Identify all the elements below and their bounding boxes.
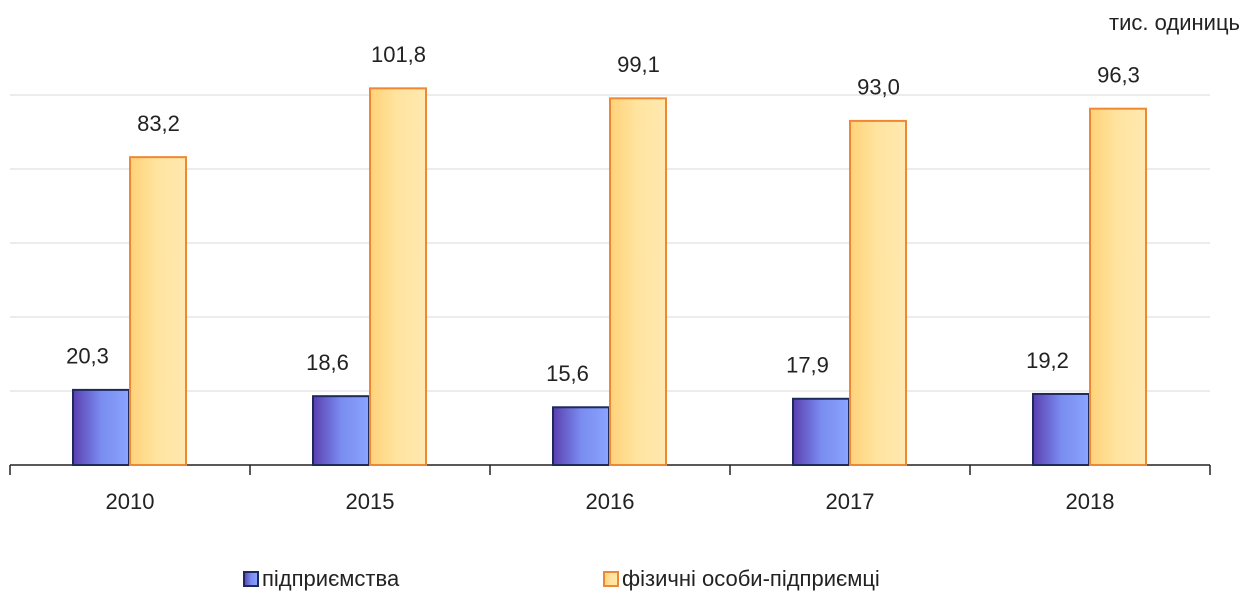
bar: [849, 119, 907, 467]
x-tick-label: 2010: [106, 489, 155, 514]
legend-swatch: [603, 571, 619, 587]
bar: [1089, 107, 1147, 466]
legend-label: підприємства: [262, 566, 400, 591]
bar: [552, 406, 610, 466]
value-label: 15,6: [546, 361, 589, 386]
value-label: 20,3: [66, 344, 109, 369]
value-label: 93,0: [857, 75, 900, 100]
bar: [1032, 392, 1090, 466]
x-tick-label: 2015: [346, 489, 395, 514]
legend-swatch: [243, 571, 259, 587]
bar: [72, 388, 130, 467]
value-label: 18,6: [306, 350, 349, 375]
bar: [369, 87, 427, 466]
value-label: 96,3: [1097, 63, 1140, 88]
x-tick-label: 2017: [826, 489, 875, 514]
x-tick-label: 2016: [586, 489, 635, 514]
legend-label: фізичні особи-підприємці: [622, 566, 880, 591]
value-label: 19,2: [1026, 348, 1069, 373]
value-label: 17,9: [786, 353, 829, 378]
value-label: 99,1: [617, 52, 660, 77]
value-label: 83,2: [137, 111, 180, 136]
bar: [312, 395, 370, 466]
x-tick-label: 2018: [1066, 489, 1115, 514]
unit-label: тис. одиниць: [1109, 10, 1240, 35]
bar: [129, 156, 187, 466]
bar: [609, 97, 667, 467]
value-label: 101,8: [371, 42, 426, 67]
bar: [792, 397, 850, 466]
